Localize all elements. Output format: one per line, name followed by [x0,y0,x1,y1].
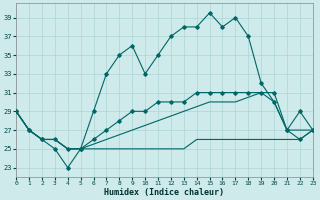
X-axis label: Humidex (Indice chaleur): Humidex (Indice chaleur) [104,188,224,197]
